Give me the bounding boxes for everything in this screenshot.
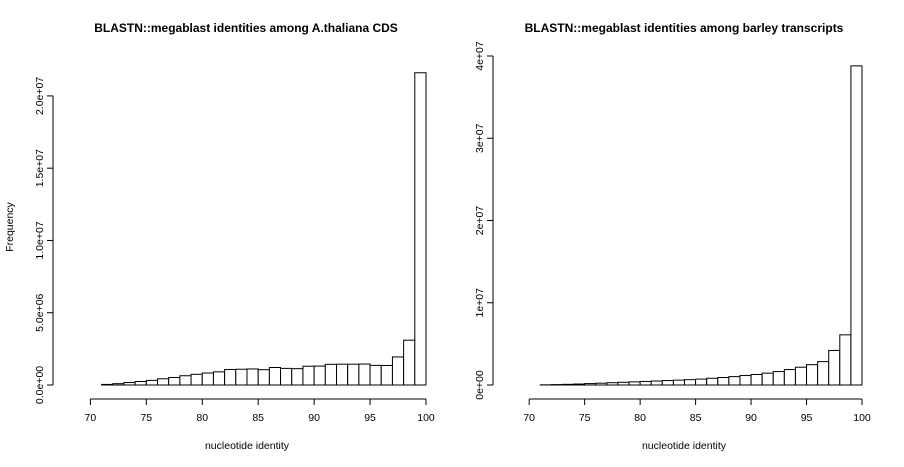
x-tick-label: 100	[417, 412, 435, 424]
histogram-bar	[145, 379, 158, 386]
x-tick-label: 90	[308, 412, 320, 424]
x-tick-label: 75	[579, 412, 591, 424]
histogram-bar	[201, 372, 214, 386]
histogram-bar	[347, 363, 360, 386]
x-tick-label: 70	[523, 412, 535, 424]
histogram-bar	[414, 72, 427, 386]
histogram-bar	[268, 367, 282, 386]
histogram-bar	[391, 356, 405, 386]
histogram-bar	[112, 383, 125, 386]
histogram-bar	[369, 364, 382, 386]
y-axis: 0.0e+00 5.0e+06 1.0e+07 1.5e+07 2.0e+07	[34, 77, 54, 404]
y-tick-label: 0.0e+00	[34, 366, 46, 404]
y-tick-label: 1.5e+07	[34, 149, 46, 187]
histogram-bar	[817, 361, 830, 386]
x-axis-label: nucleotide identity	[642, 440, 727, 452]
chart-panel-barley: BLASTN::megablast identities among barle…	[474, 21, 871, 452]
chart-title: BLASTN::megablast identities among A.tha…	[94, 21, 398, 35]
histogram-bar	[123, 382, 136, 386]
x-tick-label: 80	[196, 412, 208, 424]
x-tick-label: 95	[801, 412, 813, 424]
histogram-bar	[403, 339, 416, 386]
x-tick-label: 85	[690, 412, 702, 424]
histogram-bar	[761, 372, 774, 386]
x-tick-label: 70	[85, 412, 97, 424]
x-tick-label: 90	[745, 412, 757, 424]
x-axis-label: nucleotide identity	[205, 440, 290, 452]
histogram-bar	[179, 375, 192, 386]
y-tick-label: 4e+07	[474, 41, 486, 71]
histogram-bar	[101, 383, 114, 386]
histogram-bar	[246, 368, 259, 386]
x-axis: 70 75 80 85 90 95 100	[85, 398, 435, 424]
x-tick-label: 80	[634, 412, 646, 424]
histogram-bar	[783, 369, 796, 386]
histogram-bar	[157, 378, 170, 386]
histogram-bar	[750, 373, 763, 386]
histogram-bar	[257, 369, 270, 386]
y-axis-label: Frequency	[4, 201, 16, 251]
histogram-bar	[828, 349, 841, 386]
chart-panel-athaliana: BLASTN::megablast identities among A.tha…	[4, 21, 435, 452]
histogram-bar	[336, 363, 349, 386]
histogram-bar	[324, 363, 337, 386]
x-tick-label: 85	[252, 412, 264, 424]
y-tick-label: 3e+07	[474, 123, 486, 153]
y-tick-label: 2.0e+07	[34, 77, 46, 115]
x-tick-label: 75	[140, 412, 152, 424]
histogram-bar	[595, 382, 608, 386]
histogram-bar	[717, 377, 730, 386]
histogram-bar	[224, 369, 237, 386]
histogram-bar	[617, 381, 630, 386]
histogram-bar	[291, 368, 304, 386]
histogram-bar	[561, 383, 575, 386]
y-tick-label: 0e+00	[474, 370, 486, 400]
y-tick-label: 1.0e+07	[34, 221, 46, 259]
histogram-bars	[539, 65, 863, 386]
histogram-bar	[672, 379, 685, 386]
histogram-bar	[358, 363, 371, 386]
histogram-bar	[380, 364, 393, 386]
x-tick-label: 95	[364, 412, 376, 424]
histogram-bar	[639, 380, 652, 386]
y-tick-label: 5.0e+06	[34, 293, 46, 331]
x-axis: 70 75 80 85 90 95 100	[523, 398, 871, 424]
histogram-bar	[772, 371, 785, 386]
histogram-bar	[850, 65, 863, 386]
histogram-bar	[794, 366, 808, 386]
chart-title: BLASTN::megablast identities among barle…	[525, 21, 844, 35]
y-tick-label: 2e+07	[474, 206, 486, 236]
histogram-bar	[235, 368, 248, 386]
histogram-bar	[661, 380, 674, 386]
histogram-bar	[212, 371, 226, 386]
histogram-bars	[101, 72, 427, 386]
histogram-bar	[606, 382, 619, 386]
histogram-bar	[706, 377, 719, 386]
histogram-bar	[280, 367, 293, 386]
y-axis: 0e+00 1e+07 2e+07 3e+07 4e+07	[474, 41, 494, 400]
histogram-bar	[684, 379, 697, 386]
histogram-bar	[650, 380, 663, 386]
histogram-bar	[695, 378, 708, 386]
histogram-bar	[134, 381, 147, 386]
histogram-bar	[728, 376, 741, 386]
histogram-bar	[573, 383, 586, 386]
histogram-bar	[313, 365, 326, 386]
histogram-bar	[628, 381, 641, 386]
y-tick-label: 1e+07	[474, 288, 486, 318]
histogram-bar	[190, 373, 203, 386]
histogram-bar	[806, 364, 819, 386]
histogram-bar	[168, 376, 181, 386]
histogram-bar	[584, 383, 597, 386]
histogram-bar	[302, 365, 315, 386]
histogram-bar	[839, 334, 852, 386]
x-tick-label: 100	[853, 412, 871, 424]
histogram-bar	[739, 375, 752, 386]
